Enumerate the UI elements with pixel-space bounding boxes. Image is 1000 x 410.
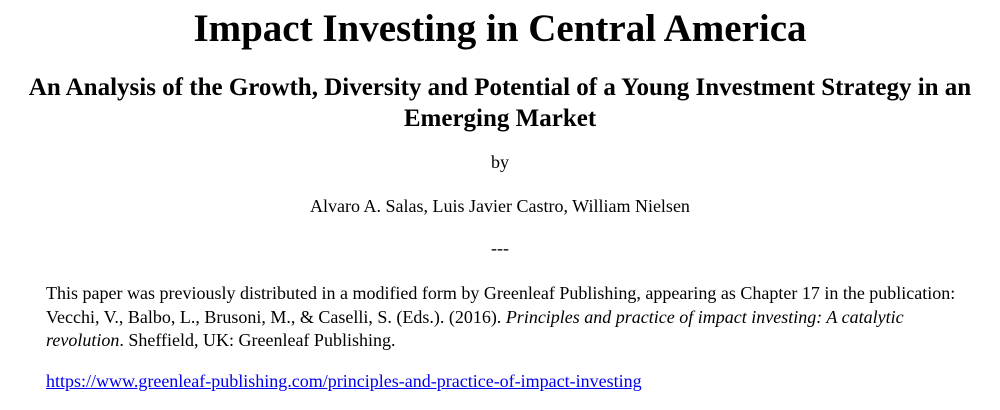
by-label: by xyxy=(491,152,509,172)
paper-title: Impact Investing in Central America xyxy=(193,7,807,50)
book-title: Principles and practice of impact invest… xyxy=(46,306,904,351)
authors: Alvaro A. Salas, Luis Javier Castro, Wil… xyxy=(310,196,690,216)
publication-note: This paper was previously distributed in… xyxy=(46,282,956,353)
note-text-end: . Sheffield, UK: Greenleaf Publishing. xyxy=(119,330,396,350)
publisher-link[interactable]: https://www.greenleaf-publishing.com/pri… xyxy=(46,371,642,391)
note-text: This paper was previously distributed in… xyxy=(46,283,956,327)
paper-subtitle: An Analysis of the Growth, Diversity and… xyxy=(28,74,972,132)
separator: --- xyxy=(491,238,509,258)
